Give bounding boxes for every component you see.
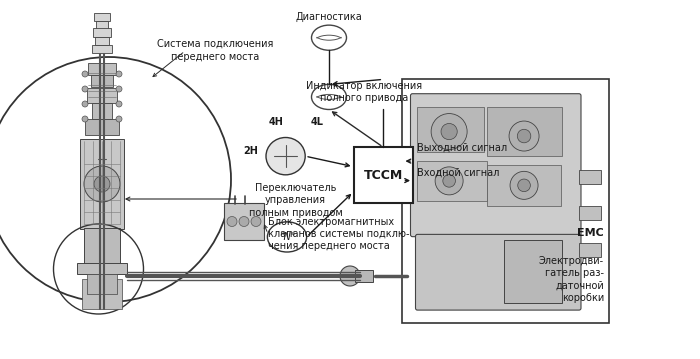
Circle shape (517, 129, 531, 143)
Bar (82, 279, 122, 309)
Circle shape (227, 216, 237, 227)
Circle shape (509, 121, 539, 151)
Text: Система подключения
переднего моста: Система подключения переднего моста (157, 39, 273, 62)
Text: ТССМ: ТССМ (363, 168, 403, 182)
Bar (92, 45, 112, 53)
Circle shape (435, 167, 463, 195)
Bar (84, 228, 120, 264)
Circle shape (116, 86, 122, 92)
Text: Входной сигнал: Входной сигнал (417, 168, 500, 178)
FancyBboxPatch shape (410, 94, 581, 237)
Circle shape (116, 101, 122, 107)
Ellipse shape (267, 222, 307, 252)
Circle shape (82, 101, 88, 107)
Circle shape (94, 176, 110, 192)
Bar (93, 28, 111, 37)
Ellipse shape (312, 84, 346, 109)
Text: Электродви-
гатель раз-
даточной
коробки: Электродви- гатель раз- даточной коробки (539, 256, 604, 303)
Circle shape (116, 71, 122, 77)
Circle shape (84, 166, 120, 202)
Bar (417, 107, 484, 152)
FancyBboxPatch shape (88, 63, 116, 75)
Text: "N": "N" (279, 232, 295, 242)
Text: 4L: 4L (310, 117, 323, 127)
Circle shape (82, 116, 88, 122)
Bar (417, 161, 487, 201)
Circle shape (441, 123, 457, 140)
Bar (94, 13, 110, 21)
FancyBboxPatch shape (92, 103, 112, 119)
Text: Выходной сигнал: Выходной сигнал (417, 143, 508, 153)
Text: Блок электромагнитных
клапанов системы подклю-
чения переднего моста: Блок электромагнитных клапанов системы п… (268, 216, 410, 251)
FancyBboxPatch shape (416, 234, 581, 310)
Bar (579, 243, 601, 257)
Bar (579, 206, 601, 220)
FancyBboxPatch shape (224, 203, 264, 240)
Bar (80, 139, 124, 229)
Circle shape (518, 179, 531, 192)
Bar (95, 37, 109, 45)
Bar (402, 79, 609, 323)
Circle shape (431, 113, 467, 150)
Ellipse shape (312, 25, 346, 50)
Circle shape (251, 216, 261, 227)
Circle shape (443, 174, 456, 187)
FancyBboxPatch shape (91, 75, 113, 87)
Bar (504, 240, 562, 303)
FancyBboxPatch shape (85, 119, 119, 135)
Bar (487, 165, 561, 205)
Bar (96, 21, 108, 29)
Circle shape (340, 266, 360, 286)
Circle shape (116, 116, 122, 122)
Ellipse shape (266, 137, 305, 175)
Bar (87, 274, 117, 294)
FancyBboxPatch shape (87, 88, 117, 103)
Bar (355, 270, 373, 282)
Circle shape (82, 86, 88, 92)
Text: 2Н: 2Н (243, 146, 258, 156)
Bar (77, 263, 127, 274)
Circle shape (239, 216, 249, 227)
Circle shape (82, 71, 88, 77)
Bar (579, 170, 601, 183)
Bar (354, 147, 413, 203)
Bar (487, 107, 562, 156)
Text: Диагностика: Диагностика (295, 12, 363, 22)
Text: 4Н: 4Н (268, 117, 283, 127)
Text: ЕМС: ЕМС (578, 228, 604, 238)
Text: Переключатель
управления
полным приводом: Переключатель управления полным приводом (248, 183, 342, 218)
Circle shape (510, 171, 538, 199)
Text: Индикатор включения
полного привода: Индикатор включения полного привода (306, 81, 422, 103)
